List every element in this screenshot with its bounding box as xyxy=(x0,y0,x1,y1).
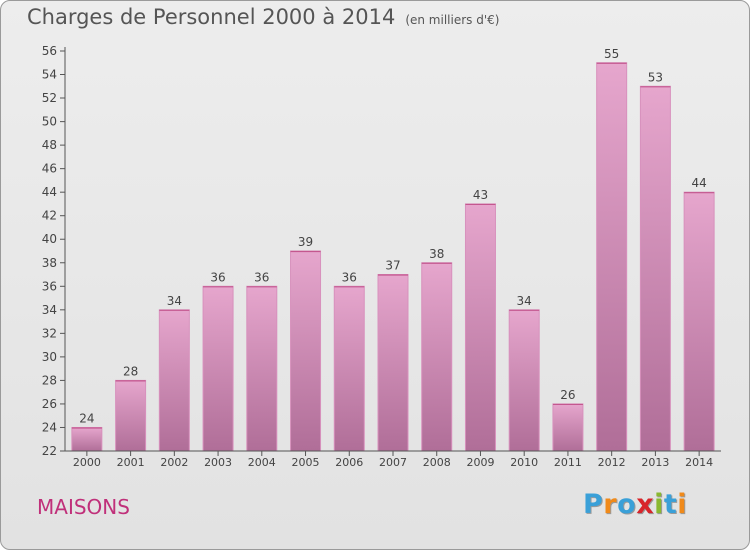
chart-title: Charges de Personnel 2000 à 2014 (en mill… xyxy=(27,5,499,29)
chart-title-text: Charges de Personnel 2000 à 2014 xyxy=(27,5,396,29)
x-tick-label: 2004 xyxy=(248,456,276,469)
data-label: 44 xyxy=(691,176,706,190)
bar xyxy=(464,203,496,452)
bar xyxy=(71,426,103,452)
data-label: 36 xyxy=(254,270,269,284)
y-tick-label: 40 xyxy=(42,232,57,246)
x-tick-label: 2013 xyxy=(641,456,669,469)
bar xyxy=(290,250,322,452)
y-tick-label: 42 xyxy=(42,209,57,223)
data-label: 28 xyxy=(123,364,138,378)
commune-name: MAISONS xyxy=(37,495,130,519)
y-tick-label: 30 xyxy=(42,350,57,364)
y-tick-label: 38 xyxy=(42,256,57,270)
data-label: 36 xyxy=(210,270,225,284)
x-tick-label: 2008 xyxy=(423,456,451,469)
bar xyxy=(683,191,715,452)
logo-letter: i xyxy=(677,489,688,520)
y-tick-label: 34 xyxy=(42,303,57,317)
y-tick-label: 52 xyxy=(42,91,57,105)
data-label: 37 xyxy=(385,259,400,273)
x-tick-label: 2002 xyxy=(160,456,188,469)
data-label: 55 xyxy=(604,47,619,61)
data-label: 39 xyxy=(298,235,313,249)
x-tick-label: 2006 xyxy=(335,456,363,469)
x-tick-label: 2007 xyxy=(379,456,407,469)
bar xyxy=(421,262,453,452)
bar xyxy=(333,285,365,452)
data-label: 38 xyxy=(429,247,444,261)
y-tick-label: 28 xyxy=(42,373,57,387)
logo-letter: r xyxy=(603,489,618,520)
x-tick-label: 2014 xyxy=(685,456,713,469)
x-tick-label: 2012 xyxy=(598,456,626,469)
logo-letter: x xyxy=(636,489,655,520)
y-tick-label: 56 xyxy=(42,44,57,58)
y-tick-label: 26 xyxy=(42,397,57,411)
bar xyxy=(508,309,540,452)
logo-letter: o xyxy=(617,489,637,520)
y-tick-label: 46 xyxy=(42,162,57,176)
y-tick-label: 44 xyxy=(42,185,57,199)
y-tick-label: 50 xyxy=(42,115,57,129)
bar xyxy=(158,309,190,452)
data-label: 26 xyxy=(560,388,575,402)
x-tick-label: 2001 xyxy=(117,456,145,469)
logo-letter: i xyxy=(654,489,664,520)
data-label: 36 xyxy=(342,270,357,284)
data-label: 34 xyxy=(517,294,532,308)
y-tick-label: 36 xyxy=(42,279,57,293)
logo-letter: t xyxy=(663,489,678,520)
data-label: 34 xyxy=(167,294,182,308)
bar xyxy=(552,403,584,452)
x-tick-label: 2009 xyxy=(466,456,494,469)
bar xyxy=(115,379,147,452)
logo-letter: P xyxy=(583,489,604,520)
proxiti-logo: Proxiti xyxy=(583,489,687,520)
bar xyxy=(202,285,234,452)
bar xyxy=(246,285,278,452)
data-label: 24 xyxy=(79,411,94,425)
bar xyxy=(596,62,628,452)
x-tick-label: 2005 xyxy=(292,456,320,469)
x-tick-label: 2011 xyxy=(554,456,582,469)
data-label: 53 xyxy=(648,70,663,84)
bar xyxy=(639,85,671,452)
y-tick-label: 32 xyxy=(42,326,57,340)
y-tick-label: 48 xyxy=(42,138,57,152)
bar xyxy=(377,274,409,452)
y-tick-label: 54 xyxy=(42,68,57,82)
y-tick-label: 22 xyxy=(42,444,57,458)
y-tick-label: 24 xyxy=(42,420,57,434)
x-tick-label: 2000 xyxy=(73,456,101,469)
x-tick-label: 2010 xyxy=(510,456,538,469)
data-label: 43 xyxy=(473,188,488,202)
x-tick-label: 2003 xyxy=(204,456,232,469)
chart-subtitle: (en milliers d'€) xyxy=(405,13,500,27)
